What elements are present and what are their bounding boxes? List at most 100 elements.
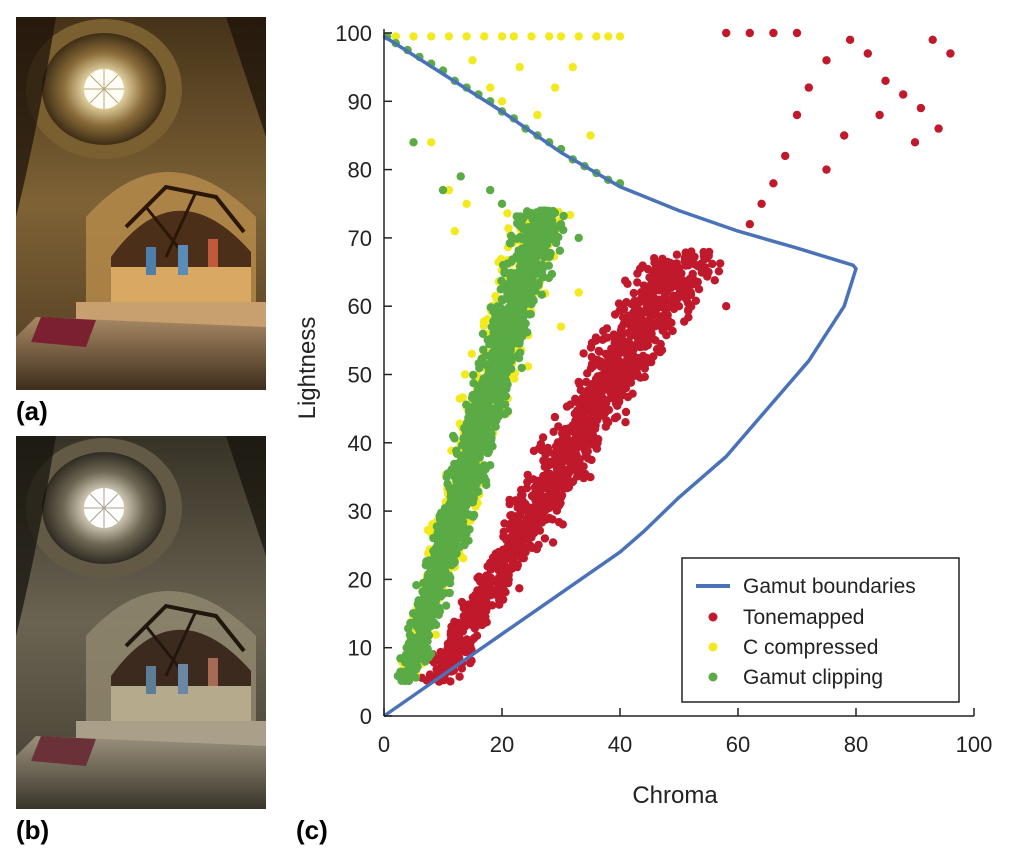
tonemapped-point [620,337,630,347]
x-tick-label: 40 [608,732,632,757]
panel-label-c: (c) [296,815,328,845]
tonemapped-point [646,280,655,290]
tonemapped-point [845,35,855,44]
tonemapped-point [556,493,566,502]
x-tick-label: 60 [726,732,750,757]
clipping-point [519,225,528,234]
clipping-point [482,442,491,451]
tonemapped-point [643,287,652,296]
y-tick-label: 90 [348,89,372,114]
tonemapped-point [652,259,662,268]
tonemapped-point [586,473,595,482]
clipping-point [455,530,464,539]
clipping-point [480,461,489,470]
clipping-point [436,539,445,548]
clipping-point [530,218,539,227]
tonemapped-point [710,276,719,285]
tonemapped-point [577,416,587,426]
clipping-point [518,306,528,315]
clipping-point [500,268,509,278]
tonemapped-point [899,90,908,99]
clipping-point [486,461,495,470]
tonemapped-point [672,250,682,259]
panel-label-a: (a) [16,396,48,426]
tonemapped-point [792,28,802,38]
clipping-point [495,329,505,338]
clipping-point [530,263,539,273]
clipping-point [504,303,513,313]
y-tick-label: 30 [348,499,372,524]
clipping-point [525,208,534,218]
clipping-point [492,373,501,382]
tonemapped-point [525,506,534,515]
clipping-point [449,431,458,441]
clipping-point [446,573,455,582]
compressed-point [545,32,554,41]
tonemapped-point [541,506,550,515]
compressed-point [533,110,542,120]
clipping-point [488,404,497,413]
y-tick-label: 50 [348,363,372,388]
clipping-point [474,359,483,368]
tonemapped-point [679,289,689,299]
clipping-point [417,641,426,650]
clipping-point [421,657,430,666]
tonemapped-point [507,564,517,573]
tonemapped-point [629,288,638,298]
clipping-point [491,422,500,431]
tonemapped-point [484,601,494,610]
clipping-point [493,336,502,345]
tonemapped-point [439,676,448,685]
clipping-point [459,439,469,448]
tonemapped-point [463,647,472,656]
tonemapped-point [496,583,506,592]
legend-clipping-marker [708,672,718,682]
y-tick-label: 0 [360,704,372,729]
clipping-point [469,489,479,498]
clipping-point [510,308,519,317]
compressed-point [427,32,436,41]
compressed-point [556,32,566,41]
tonemapped-point [514,498,523,507]
compressed-point [444,32,454,41]
tonemapped-point [573,427,582,437]
tonemapped-point [840,131,849,140]
tonemapped-point [614,299,624,308]
compressed-point [497,32,507,41]
clipping-point [574,233,583,243]
clipping-point [484,419,493,428]
tonemapped-point [589,361,598,371]
compressed-point [574,32,583,41]
clipping-point [421,591,430,600]
tonemapped-point [603,359,612,369]
clipping-point [467,393,477,403]
tonemapped-point [881,76,890,86]
tonemapped-point [500,553,509,562]
clipping-point [504,336,514,346]
clipping-point [486,185,495,195]
tonemapped-point [610,310,620,319]
compressed-point [391,32,400,41]
clipping-point [497,199,507,208]
tonemapped-point [620,358,629,368]
y-tick-label: 70 [348,226,372,251]
tonemapped-point [634,327,643,336]
clipping-point [478,329,488,338]
tonemapped-point [554,422,563,431]
tonemapped-point [579,473,588,483]
tonemapped-point [634,337,643,346]
tonemapped-point [616,390,626,399]
clipping-point [518,332,527,341]
clipping-point [485,389,494,398]
clipping-point [520,255,530,264]
tick-labels: 0 20 40 60 80 100 0 10 20 30 40 50 60 70 80 90 100 [335,21,992,757]
tonemapped-point [946,49,955,58]
tonemapped-point [548,488,557,498]
tonemapped-point [704,267,713,277]
tonemapped-point [526,541,535,550]
tonemapped-point [792,110,802,120]
tonemapped-point [516,509,525,519]
compressed-point [468,56,477,65]
tonemapped-point [524,534,533,543]
tonemapped-point [583,454,593,463]
